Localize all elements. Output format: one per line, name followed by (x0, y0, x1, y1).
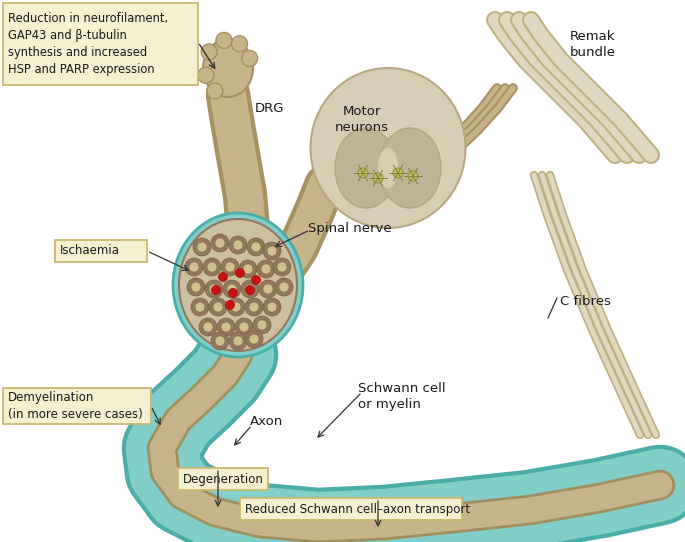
Circle shape (263, 242, 281, 260)
Circle shape (233, 240, 243, 250)
Circle shape (253, 316, 271, 334)
Circle shape (187, 278, 205, 296)
Circle shape (358, 168, 368, 178)
Text: Reduction in neurofilament,
GAP43 and β-tubulin
synthesis and increased
HSP and : Reduction in neurofilament, GAP43 and β-… (8, 12, 168, 76)
Circle shape (277, 262, 287, 272)
Circle shape (239, 260, 257, 278)
Circle shape (185, 258, 203, 276)
Text: Degeneration: Degeneration (183, 473, 264, 486)
Circle shape (215, 336, 225, 346)
Circle shape (273, 258, 291, 276)
Text: Axon: Axon (250, 415, 284, 428)
Text: Reduced Schwann cell–axon transport: Reduced Schwann cell–axon transport (245, 502, 470, 515)
FancyBboxPatch shape (55, 240, 147, 262)
Circle shape (245, 286, 255, 294)
Circle shape (229, 332, 247, 350)
Circle shape (233, 336, 243, 346)
Circle shape (207, 83, 223, 99)
Circle shape (225, 262, 235, 272)
Ellipse shape (203, 39, 253, 97)
Text: Ischaemia: Ischaemia (60, 244, 120, 257)
Circle shape (212, 286, 221, 294)
Circle shape (219, 273, 227, 281)
Circle shape (215, 238, 225, 248)
Text: DRG: DRG (255, 102, 284, 115)
Circle shape (261, 264, 271, 274)
Circle shape (207, 262, 217, 272)
FancyBboxPatch shape (178, 468, 268, 490)
Circle shape (195, 302, 205, 312)
Circle shape (227, 298, 245, 316)
Text: Remak
bundle: Remak bundle (570, 30, 616, 59)
Circle shape (221, 322, 231, 332)
Circle shape (251, 275, 260, 285)
Circle shape (229, 288, 238, 298)
Circle shape (216, 33, 232, 48)
Circle shape (197, 242, 207, 252)
Circle shape (393, 168, 403, 178)
Ellipse shape (310, 68, 466, 228)
Text: Schwann cell
or myelin: Schwann cell or myelin (358, 382, 446, 411)
Circle shape (245, 284, 255, 294)
Circle shape (201, 44, 217, 60)
Circle shape (225, 300, 234, 309)
FancyBboxPatch shape (3, 388, 151, 424)
Circle shape (191, 298, 209, 316)
Circle shape (191, 282, 201, 292)
Circle shape (223, 280, 241, 298)
Circle shape (229, 236, 247, 254)
Circle shape (232, 36, 247, 51)
Circle shape (241, 280, 259, 298)
Ellipse shape (173, 213, 303, 357)
Circle shape (257, 260, 275, 278)
Ellipse shape (379, 128, 441, 208)
Circle shape (249, 302, 259, 312)
Text: C fibres: C fibres (560, 295, 611, 308)
Ellipse shape (335, 128, 397, 208)
Circle shape (267, 302, 277, 312)
FancyBboxPatch shape (3, 3, 198, 85)
Circle shape (257, 320, 267, 330)
Text: Spinal nerve: Spinal nerve (308, 222, 392, 235)
Circle shape (189, 262, 199, 272)
Circle shape (209, 298, 227, 316)
Circle shape (203, 258, 221, 276)
Circle shape (235, 318, 253, 336)
Circle shape (239, 322, 249, 332)
Circle shape (205, 280, 223, 298)
Circle shape (373, 173, 383, 183)
FancyBboxPatch shape (240, 498, 462, 520)
Circle shape (211, 234, 229, 252)
Text: Demyelination
(in more severe cases): Demyelination (in more severe cases) (8, 391, 142, 421)
Circle shape (279, 282, 289, 292)
Circle shape (247, 238, 265, 256)
Circle shape (221, 258, 239, 276)
Circle shape (217, 318, 235, 336)
Circle shape (408, 171, 418, 181)
Circle shape (199, 318, 217, 336)
Ellipse shape (179, 219, 297, 351)
Circle shape (193, 238, 211, 256)
Circle shape (243, 264, 253, 274)
Circle shape (211, 332, 229, 350)
Circle shape (198, 67, 214, 83)
Circle shape (203, 322, 213, 332)
Circle shape (263, 298, 281, 316)
Circle shape (275, 278, 293, 296)
Circle shape (213, 302, 223, 312)
Circle shape (259, 280, 277, 298)
Ellipse shape (378, 148, 398, 188)
Text: Motor
neurons: Motor neurons (335, 105, 389, 134)
Circle shape (251, 242, 261, 252)
Circle shape (267, 246, 277, 256)
Circle shape (242, 50, 258, 67)
Circle shape (245, 298, 263, 316)
Circle shape (227, 284, 237, 294)
Circle shape (249, 334, 259, 344)
Circle shape (231, 302, 241, 312)
Circle shape (236, 268, 245, 278)
Circle shape (263, 284, 273, 294)
Circle shape (245, 330, 263, 348)
Circle shape (209, 284, 219, 294)
